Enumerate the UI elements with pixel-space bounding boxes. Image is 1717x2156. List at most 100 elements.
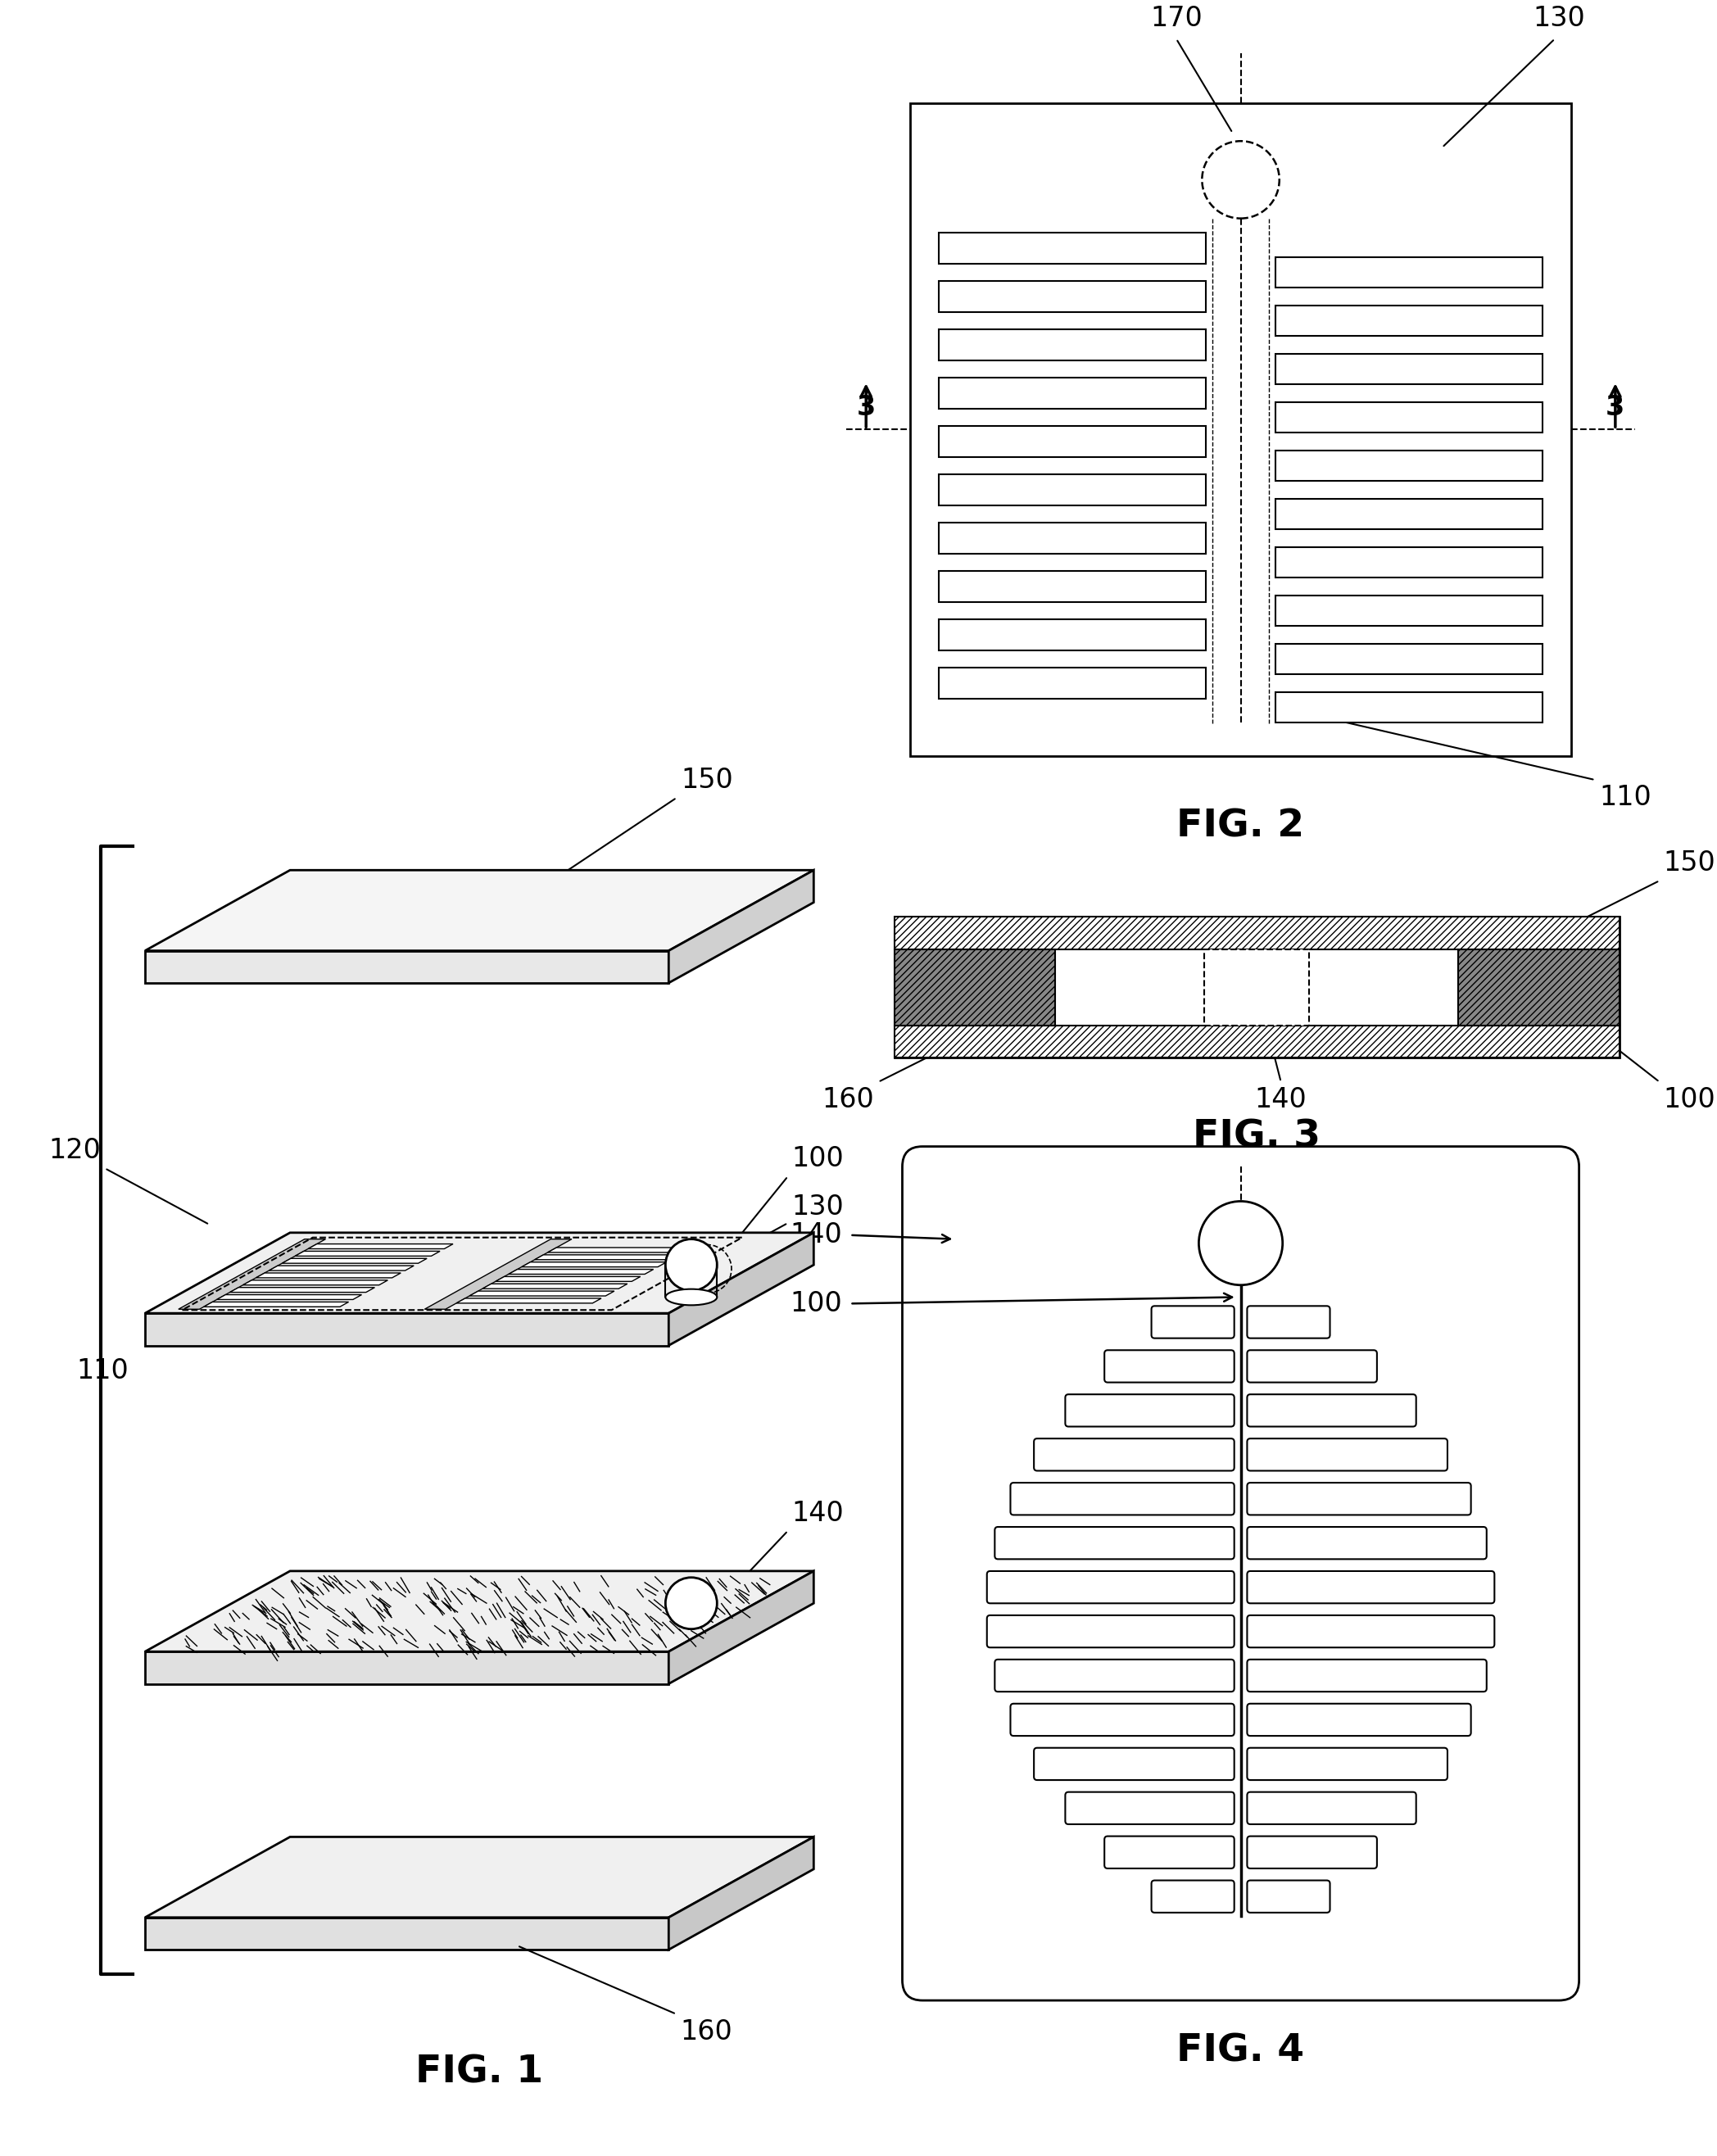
Text: 3: 3 — [1605, 395, 1624, 420]
FancyBboxPatch shape — [1065, 1395, 1235, 1427]
FancyBboxPatch shape — [1104, 1350, 1235, 1382]
Text: 160: 160 — [680, 2018, 733, 2046]
FancyBboxPatch shape — [1010, 1483, 1235, 1516]
Bar — [939, 330, 1205, 360]
Text: 150: 150 — [1664, 849, 1715, 877]
Bar — [939, 280, 1205, 313]
FancyBboxPatch shape — [994, 1526, 1235, 1559]
Bar — [895, 949, 1056, 1026]
Polygon shape — [179, 1240, 326, 1309]
FancyBboxPatch shape — [1010, 1703, 1235, 1736]
Bar — [1276, 354, 1544, 384]
FancyBboxPatch shape — [1247, 1615, 1494, 1647]
Polygon shape — [496, 1276, 640, 1281]
Bar — [1276, 498, 1544, 530]
FancyBboxPatch shape — [1065, 1792, 1235, 1824]
Bar — [939, 571, 1205, 602]
Polygon shape — [522, 1261, 666, 1268]
FancyBboxPatch shape — [1247, 1749, 1447, 1781]
Polygon shape — [256, 1272, 400, 1279]
FancyBboxPatch shape — [1247, 1703, 1471, 1736]
Polygon shape — [144, 1837, 814, 1917]
Bar — [895, 1026, 1619, 1059]
FancyBboxPatch shape — [1034, 1749, 1235, 1781]
Polygon shape — [307, 1244, 453, 1248]
FancyBboxPatch shape — [1247, 1307, 1331, 1339]
Text: 100: 100 — [790, 1289, 841, 1317]
Text: 160: 160 — [822, 1087, 874, 1112]
Polygon shape — [144, 1233, 814, 1313]
Text: 110: 110 — [77, 1358, 129, 1384]
Text: 140: 140 — [790, 1222, 841, 1248]
Text: 3: 3 — [857, 395, 876, 420]
Text: 130: 130 — [1533, 4, 1585, 32]
Polygon shape — [668, 871, 814, 983]
FancyBboxPatch shape — [1247, 1350, 1377, 1382]
FancyBboxPatch shape — [1247, 1880, 1331, 1912]
Polygon shape — [144, 1651, 668, 1684]
Polygon shape — [424, 1240, 572, 1309]
Bar — [939, 668, 1205, 699]
FancyBboxPatch shape — [1247, 1395, 1417, 1427]
FancyBboxPatch shape — [1247, 1837, 1377, 1869]
FancyBboxPatch shape — [994, 1660, 1235, 1692]
Bar — [939, 377, 1205, 407]
FancyBboxPatch shape — [1247, 1526, 1487, 1559]
Polygon shape — [242, 1281, 388, 1285]
Text: 100: 100 — [792, 1145, 845, 1173]
Bar — [910, 103, 1571, 757]
Bar — [1276, 595, 1544, 625]
Bar — [1458, 949, 1619, 1026]
Circle shape — [1198, 1201, 1283, 1285]
Ellipse shape — [666, 1289, 718, 1304]
Bar — [1276, 692, 1544, 722]
FancyBboxPatch shape — [987, 1572, 1235, 1604]
Polygon shape — [482, 1283, 627, 1289]
FancyBboxPatch shape — [1247, 1660, 1487, 1692]
FancyBboxPatch shape — [903, 1147, 1580, 2001]
Text: 140: 140 — [1255, 1087, 1307, 1112]
Polygon shape — [668, 1233, 814, 1345]
Polygon shape — [508, 1270, 654, 1274]
Polygon shape — [668, 1572, 814, 1684]
Polygon shape — [295, 1250, 440, 1257]
Text: 130: 130 — [792, 1194, 845, 1220]
Text: FIG. 1: FIG. 1 — [416, 2055, 543, 2091]
Bar — [939, 427, 1205, 457]
Polygon shape — [144, 871, 814, 951]
Bar — [1276, 306, 1544, 336]
FancyBboxPatch shape — [1247, 1792, 1417, 1824]
Polygon shape — [144, 1313, 668, 1345]
FancyBboxPatch shape — [1104, 1837, 1235, 1869]
Polygon shape — [230, 1287, 374, 1291]
Circle shape — [666, 1240, 718, 1291]
Polygon shape — [270, 1266, 414, 1270]
Text: 150: 150 — [680, 768, 733, 793]
Polygon shape — [534, 1255, 680, 1259]
Polygon shape — [457, 1298, 601, 1302]
Text: 140: 140 — [792, 1501, 845, 1526]
Text: FIG. 4: FIG. 4 — [1176, 2033, 1305, 2070]
Text: 100: 100 — [1664, 1087, 1715, 1112]
Bar — [1276, 451, 1544, 481]
Text: 120: 120 — [48, 1136, 101, 1164]
Bar — [895, 916, 1619, 949]
Polygon shape — [548, 1248, 692, 1253]
FancyBboxPatch shape — [1152, 1307, 1235, 1339]
Bar — [939, 474, 1205, 505]
FancyBboxPatch shape — [1247, 1438, 1447, 1470]
Polygon shape — [668, 1837, 814, 1949]
Text: 110: 110 — [1599, 785, 1652, 811]
Bar — [939, 619, 1205, 651]
Polygon shape — [144, 1572, 814, 1651]
FancyBboxPatch shape — [1152, 1880, 1235, 1912]
Polygon shape — [469, 1291, 615, 1296]
Bar — [895, 916, 1619, 1059]
Text: FIG. 2: FIG. 2 — [1176, 808, 1305, 845]
Bar — [1276, 645, 1544, 675]
Circle shape — [666, 1578, 718, 1630]
FancyBboxPatch shape — [1247, 1572, 1494, 1604]
FancyBboxPatch shape — [987, 1615, 1235, 1647]
Bar — [1276, 401, 1544, 433]
FancyBboxPatch shape — [1034, 1438, 1235, 1470]
